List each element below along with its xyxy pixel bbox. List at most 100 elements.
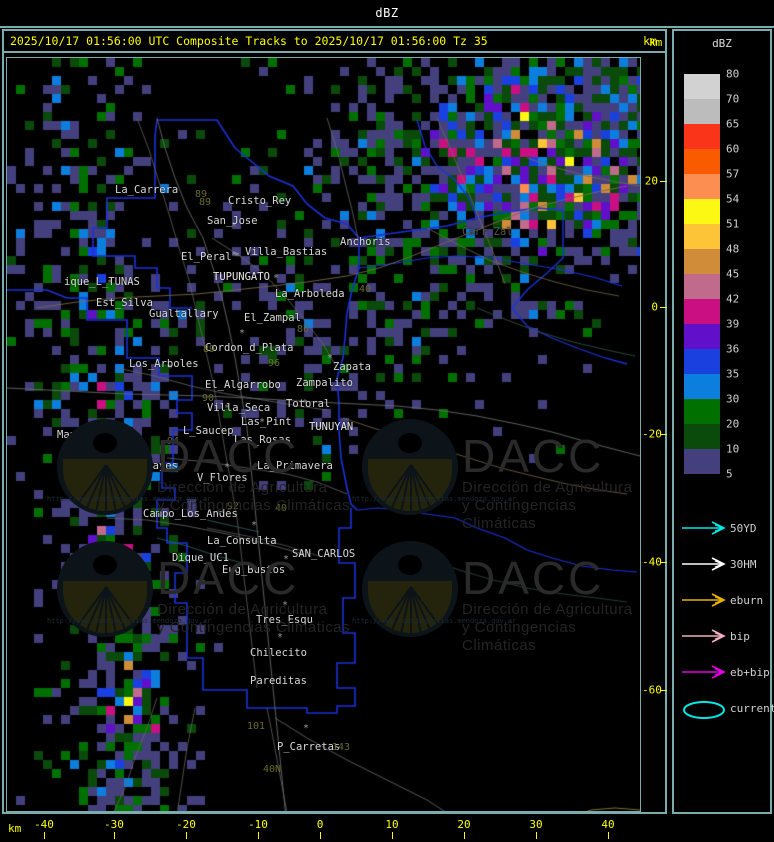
colorbar-tick-label: 57 [726, 167, 740, 181]
city-marker-icon: * [283, 554, 290, 565]
colorbar-cell [684, 74, 720, 99]
colorbar-tick-label: 70 [726, 92, 740, 106]
x-axis-tick-label: -40 [34, 818, 54, 831]
city-marker-icon: * [282, 600, 289, 611]
city-marker-icon: * [107, 278, 114, 289]
colorbar-panel: dBZ 80 70 65 60 57 54 51 48 45 42 39 36 35 30 20 10 5 50… [672, 29, 774, 814]
colorbar-tick-label: 65 [726, 117, 740, 131]
route-number-label: 89 [195, 189, 208, 200]
city-marker-icon: * [303, 723, 310, 734]
x-axis-tick [320, 832, 321, 839]
y-axis-tick [660, 434, 667, 435]
route-number-label: 101 [247, 721, 266, 732]
x-axis-unit-label: km [8, 822, 22, 835]
x-axis-tick-label: 30 [529, 818, 543, 831]
x-axis-tick-label: 40 [601, 818, 615, 831]
y-axis-tick-label: 20 [644, 174, 658, 188]
city-marker-icon: * [224, 462, 231, 473]
x-axis-tick [186, 832, 187, 839]
x-axis-tick-label: -30 [104, 818, 124, 831]
track-legend-item[interactable]: eburn [682, 590, 772, 614]
x-axis-tick [44, 832, 45, 839]
route-number-label: 90 [202, 393, 215, 404]
x-axis-tick-label: 20 [457, 818, 471, 831]
x-axis: km -40 -30 -20 -10 0 10 20 30 40 [0, 814, 774, 842]
colorbar-cell [684, 299, 720, 324]
x-axis-tick [536, 832, 537, 839]
colorbar-cell [684, 274, 720, 299]
colorbar-cell [684, 99, 720, 124]
track-legend-item[interactable]: 30HM [682, 554, 772, 578]
route-number-label: 94 [167, 436, 180, 447]
colorbar-cell [684, 349, 720, 374]
x-axis-tick-label: 10 [385, 818, 399, 831]
window-title-bar: dBZ [0, 0, 774, 28]
x-axis-tick [392, 832, 393, 839]
colorbar-cell [684, 224, 720, 249]
colorbar-tick-label: 39 [726, 317, 740, 331]
track-legend-label: eburn [730, 594, 764, 607]
colorbar-tick-label: 36 [726, 342, 740, 356]
city-marker-icon: * [251, 520, 258, 531]
track-legend-item[interactable]: bip [682, 626, 772, 650]
y-axis-tick [660, 181, 667, 182]
colorbar-title: dBZ [712, 37, 732, 50]
colorbar-cell [684, 249, 720, 274]
colorbar-tick-label: 80 [726, 67, 740, 81]
route-number-label: 86 [297, 324, 310, 335]
colorbar-cell [684, 449, 720, 474]
x-axis-tick [464, 832, 465, 839]
y-axis-tick [660, 562, 667, 563]
route-number-label: 40 [275, 503, 288, 514]
colorbar-cell [684, 199, 720, 224]
dbz-colorbar[interactable] [684, 74, 720, 474]
colorbar-tick-label: 60 [726, 142, 740, 156]
colorbar-cell [684, 149, 720, 174]
track-legend-item[interactable]: eb+bip [682, 662, 772, 686]
city-marker-icon: * [259, 417, 266, 428]
y-axis-tick-label: -60 [642, 683, 662, 697]
colorbar-cell [684, 374, 720, 399]
city-marker-icon: * [298, 551, 305, 562]
route-number-label: 40 [359, 284, 372, 295]
header-unit-label: km [643, 34, 657, 48]
city-marker-icon: * [167, 363, 174, 374]
city-marker-icon: * [277, 632, 284, 643]
y-axis-tick [660, 307, 667, 308]
track-legend-label: 50YD [730, 522, 757, 535]
route-number-label: 92 [227, 501, 240, 512]
track-legend-item[interactable]: current [682, 698, 774, 722]
colorbar-cell [684, 424, 720, 449]
window-title: dBZ [375, 6, 399, 20]
colorbar-tick-label: 30 [726, 392, 740, 406]
radar-map-view[interactable]: La_Carrera Cristo_Rey * San_Jose * Villa_Bast… [6, 57, 641, 812]
colorbar-tick-label: 51 [726, 217, 740, 231]
colorbar-cell [684, 174, 720, 199]
y-axis-tick-label: -20 [642, 427, 662, 441]
city-marker-icon: * [97, 429, 104, 440]
city-marker-icon: * [302, 398, 309, 409]
track-legend-label: eb+bip [730, 666, 770, 679]
x-axis-tick-label: -20 [176, 818, 196, 831]
plot-frame: 2025/10/17 01:56:00 UTC Composite Tracks… [2, 29, 667, 814]
colorbar-tick-label: 45 [726, 267, 740, 281]
city-marker-icon: * [327, 353, 334, 364]
scan-timestamp-text: 2025/10/17 01:56:00 UTC Composite Tracks… [10, 34, 488, 48]
city-marker-icon: * [239, 328, 246, 339]
y-axis-tick-label: 0 [651, 300, 658, 314]
city-marker-icon: * [231, 221, 238, 232]
route-number-label: 40N [263, 764, 282, 775]
track-legend-item[interactable]: 50YD [682, 518, 772, 542]
colorbar-tick-label: 5 [726, 467, 733, 481]
route-number-label: 89 [203, 344, 216, 355]
route-number-label: 143 [332, 742, 351, 753]
track-legend-label: bip [730, 630, 750, 643]
track-legend-label: 30HM [730, 558, 757, 571]
x-axis-tick [608, 832, 609, 839]
colorbar-tick-label: 35 [726, 367, 740, 381]
colorbar-tick-label: 20 [726, 417, 740, 431]
colorbar-tick-label: 48 [726, 242, 740, 256]
city-marker-icon: * [231, 250, 238, 261]
colorbar-cell [684, 399, 720, 424]
colorbar-tick-label: 54 [726, 192, 740, 206]
